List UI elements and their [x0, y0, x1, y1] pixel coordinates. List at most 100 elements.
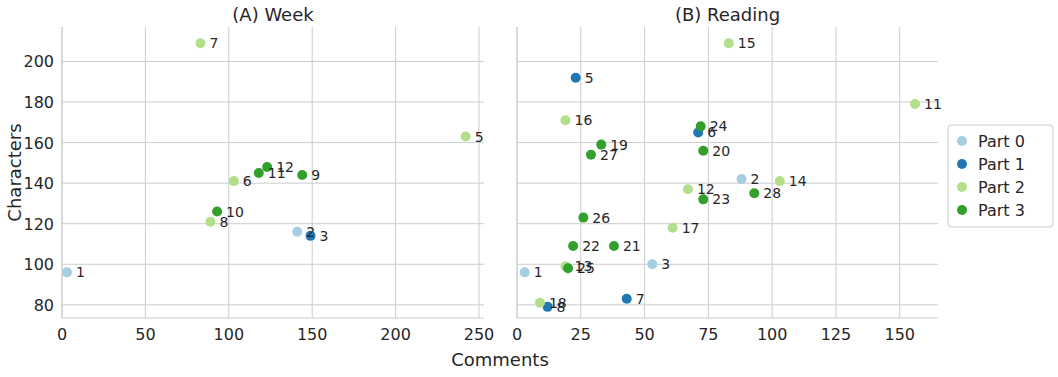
point [749, 188, 759, 198]
point-label: 2 [306, 224, 315, 240]
point-label: 7 [636, 291, 645, 307]
point-label: 1 [534, 264, 543, 280]
x-grid-line [835, 27, 836, 318]
x-grid-line [395, 27, 396, 318]
point-label: 26 [592, 210, 610, 226]
y-grid-line [517, 183, 938, 184]
point [910, 99, 920, 109]
x-grid-line [517, 27, 518, 318]
point [737, 174, 747, 184]
x-grid-line [62, 27, 63, 318]
point [568, 241, 578, 251]
point [62, 267, 72, 277]
x-tick-label: 150 [884, 325, 915, 344]
point [683, 184, 693, 194]
point-label: 5 [585, 70, 594, 86]
legend-label: Part 1 [978, 155, 1025, 174]
x-axis-line [62, 318, 484, 319]
point [586, 150, 596, 160]
point-label: 7 [209, 35, 218, 51]
x-tick-label: 75 [698, 325, 718, 344]
y-grid-line [62, 223, 484, 224]
point-labels: 12356789101112 [76, 35, 484, 280]
point-label: 27 [600, 147, 618, 163]
point-label: 25 [577, 260, 595, 276]
x-tick-label: 200 [380, 325, 411, 344]
point-label: 10 [226, 204, 244, 220]
panel-title: (B) Reading [675, 4, 780, 25]
point-label: 2 [751, 171, 760, 187]
point-label: 17 [682, 220, 700, 236]
point-label: 5 [475, 129, 484, 145]
y-tick-label: 80 [34, 296, 54, 315]
point [698, 146, 708, 156]
point [461, 132, 471, 142]
panel: 0255075100125150(B) Reading1235678111213… [512, 4, 942, 344]
points [520, 38, 920, 312]
x-tick-label: 0 [57, 325, 67, 344]
y-axis-line [517, 27, 518, 318]
legend-marker [957, 159, 967, 169]
x-tick-label: 50 [634, 325, 654, 344]
point [292, 227, 302, 237]
point-label: 3 [320, 228, 329, 244]
y-grid-line [62, 304, 484, 305]
point [578, 213, 588, 223]
y-axis-label: Characters [4, 123, 25, 221]
x-tick-label: 125 [821, 325, 852, 344]
x-tick-label: 0 [512, 325, 522, 344]
x-tick-label: 100 [757, 325, 788, 344]
legend-marker [957, 136, 967, 146]
point [647, 259, 657, 269]
y-tick-label: 180 [23, 93, 54, 112]
point-label: 1 [76, 264, 85, 280]
points [62, 38, 471, 277]
y-grid-line [517, 304, 938, 305]
y-grid-line [62, 61, 484, 62]
point [195, 38, 205, 48]
y-tick-label: 100 [23, 255, 54, 274]
y-grid-line [517, 223, 938, 224]
legend-box [948, 125, 1053, 227]
x-tick-label: 100 [214, 325, 245, 344]
y-grid-line [62, 264, 484, 265]
x-tick-label: 250 [464, 325, 495, 344]
x-tick-label: 150 [297, 325, 328, 344]
point [520, 267, 530, 277]
legend: Part 0Part 1Part 2Part 3 [948, 125, 1053, 227]
point-label: 24 [710, 118, 728, 134]
panel-title: (A) Week [232, 4, 314, 25]
point [668, 223, 678, 233]
point-label: 20 [712, 143, 730, 159]
x-grid-line [899, 27, 900, 318]
y-tick-label: 120 [23, 215, 54, 234]
point [609, 241, 619, 251]
point-label: 15 [738, 35, 756, 51]
point-label: 22 [582, 238, 600, 254]
x-grid-line [145, 27, 146, 318]
point-label: 14 [789, 173, 807, 189]
point-label: 18 [549, 295, 567, 311]
panel: 05010015020025080100120140160180200(A) W… [4, 4, 549, 370]
y-axis-line [62, 27, 63, 318]
legend-marker [957, 182, 967, 192]
y-tick-label: 160 [23, 134, 54, 153]
point [535, 298, 545, 308]
point-label: 23 [712, 191, 730, 207]
point-label: 28 [763, 185, 781, 201]
point-label: 11 [924, 96, 942, 112]
x-grid-line [478, 27, 479, 318]
legend-label: Part 2 [978, 178, 1025, 197]
x-axis-line [517, 318, 938, 319]
point [297, 170, 307, 180]
legend-marker [957, 205, 967, 215]
point [229, 176, 239, 186]
point [622, 294, 632, 304]
y-grid-line [62, 142, 484, 143]
figure: 05010015020025080100120140160180200(A) W… [0, 0, 1058, 377]
point-label: 3 [661, 256, 670, 272]
point-label: 9 [311, 167, 320, 183]
point-labels: 1235678111213141516171819202122232425262… [534, 35, 942, 315]
y-grid-line [517, 102, 938, 103]
point-label: 6 [243, 173, 252, 189]
